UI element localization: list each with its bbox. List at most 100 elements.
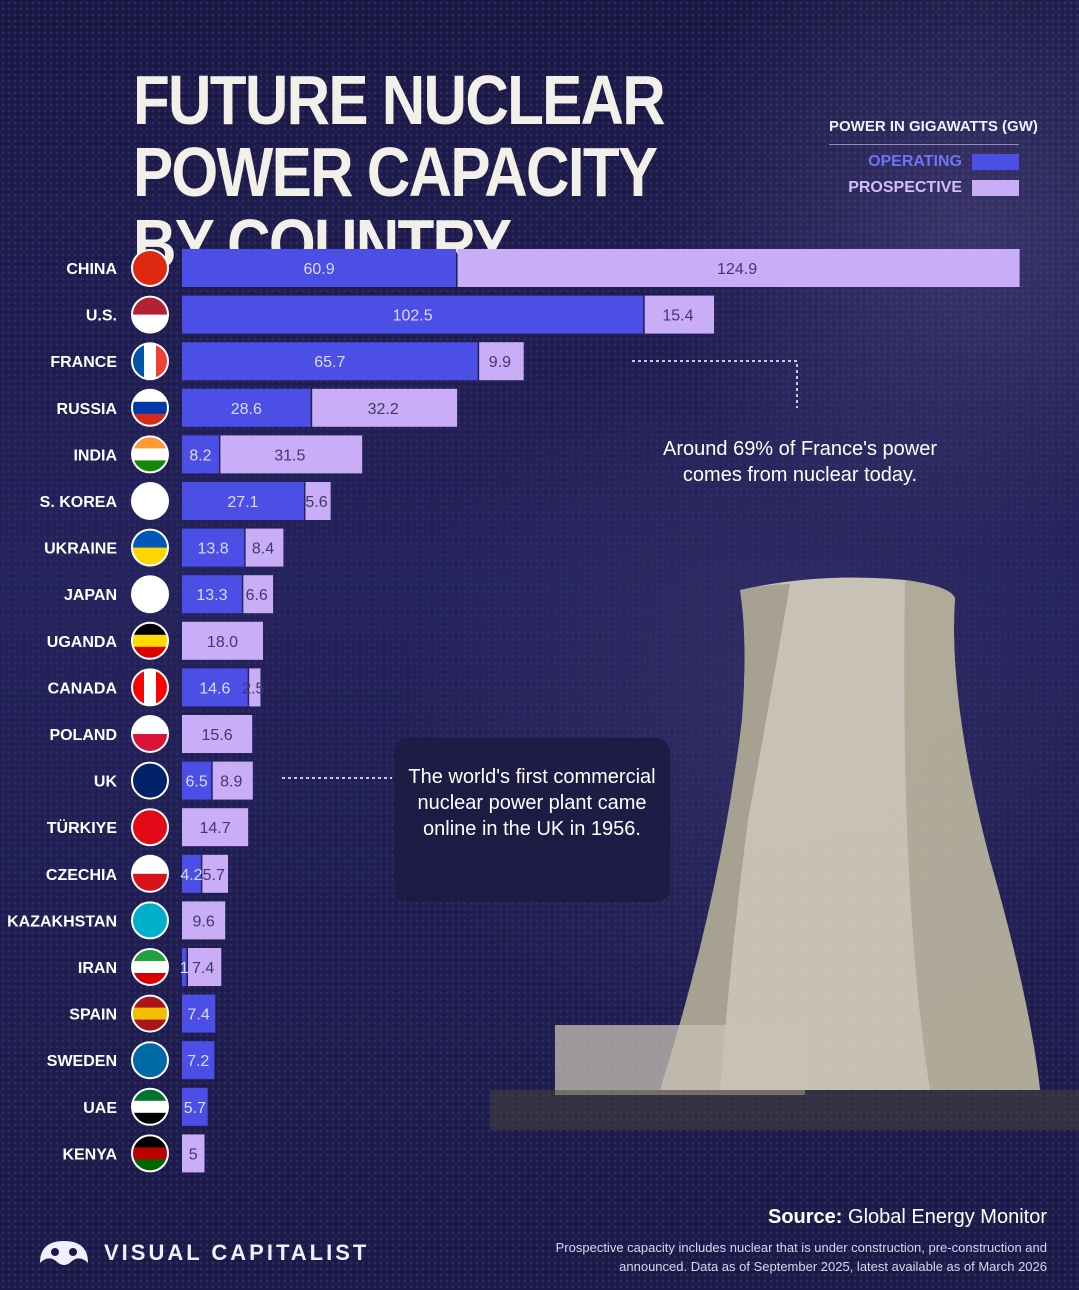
brand: VISUAL CAPITALIST xyxy=(36,1233,369,1273)
bar-prospective xyxy=(182,808,249,847)
visual-capitalist-logo-icon xyxy=(40,1241,88,1265)
bar-prospective xyxy=(479,342,524,381)
bar-prospective xyxy=(644,295,715,334)
data-label-prospective: 7.4 xyxy=(192,960,214,977)
us-flag-icon xyxy=(131,295,169,334)
sweden-flag-icon xyxy=(131,1041,169,1080)
bar-prospective xyxy=(212,761,253,800)
bar-operating xyxy=(182,528,245,567)
bar-operating xyxy=(182,575,242,614)
turkiye-flag-icon xyxy=(131,808,169,847)
data-label-operating: 5.7 xyxy=(184,1100,206,1117)
category-label: JAPAN xyxy=(64,587,117,604)
legend-swatch-operating xyxy=(972,154,1019,170)
data-label-prospective: 9.6 xyxy=(192,913,214,930)
bar-operating xyxy=(182,854,201,893)
data-label-operating: 4.2 xyxy=(180,867,202,884)
category-label: CZECHIA xyxy=(46,867,118,884)
bar-prospective xyxy=(182,621,263,660)
data-label-prospective: 124.9 xyxy=(717,261,757,278)
legend-title: POWER IN GIGAWATTS (GW) xyxy=(829,118,1038,145)
data-label-prospective: 5.6 xyxy=(305,494,327,511)
data-label-prospective: 18.0 xyxy=(207,634,238,651)
bar-operating xyxy=(182,482,304,520)
uk-annotation: The world's first commercial nuclear pow… xyxy=(394,738,670,902)
data-label-prospective: 15.4 xyxy=(662,308,693,325)
data-label-prospective: 8.9 xyxy=(220,774,242,791)
legend-item-prospective: PROSPECTIVE xyxy=(829,179,1019,197)
bar-operating xyxy=(182,1087,208,1126)
data-label-prospective: 6.6 xyxy=(246,587,268,604)
bar-operating xyxy=(182,948,187,986)
category-label: KENYA xyxy=(62,1146,117,1163)
category-label: SPAIN xyxy=(69,1007,117,1024)
source-name: Global Energy Monitor xyxy=(848,1206,1047,1228)
data-label-prospective: 32.2 xyxy=(368,401,399,418)
data-label-prospective: 9.9 xyxy=(489,354,511,371)
bar-operating xyxy=(182,295,644,334)
source-label: Source: xyxy=(767,1206,843,1228)
bar-prospective xyxy=(312,388,458,427)
france-flag-icon xyxy=(131,342,169,381)
data-label-prospective: 2.5 xyxy=(242,680,264,697)
category-label: CHINA xyxy=(66,261,117,278)
legend-label-operating: OPERATING xyxy=(868,153,962,170)
category-label: INDIA xyxy=(73,447,117,464)
data-label-operating: 27.1 xyxy=(227,494,258,511)
uk-flag-icon xyxy=(131,761,169,800)
category-label: U.S. xyxy=(86,308,117,325)
data-label-operating: 60.9 xyxy=(303,261,334,278)
bar-prospective xyxy=(305,482,331,520)
bar-prospective xyxy=(245,528,284,567)
data-label-operating: 7.4 xyxy=(188,1007,210,1024)
bar-operating xyxy=(182,668,248,707)
bar-prospective xyxy=(220,435,363,474)
spain-flag-icon xyxy=(131,994,169,1033)
iran-flag-icon xyxy=(131,948,169,986)
category-label: UGANDA xyxy=(47,634,118,651)
data-label-prospective: 14.7 xyxy=(200,820,231,837)
bar-prospective xyxy=(249,668,261,707)
bar-operating xyxy=(182,994,216,1033)
data-label-prospective: 8.4 xyxy=(252,541,274,558)
category-label: S. KOREA xyxy=(40,494,118,511)
canada-flag-icon xyxy=(131,668,169,707)
bar-operating xyxy=(182,249,457,287)
poland-flag-icon xyxy=(131,715,169,753)
ukraine-flag-icon xyxy=(131,528,169,567)
category-label: SWEDEN xyxy=(47,1053,117,1070)
cooling-tower-illustration xyxy=(490,577,1079,1130)
czechia-flag-icon xyxy=(131,854,169,893)
bar-prospective xyxy=(243,575,274,614)
data-label-operating: 14.6 xyxy=(199,680,230,697)
data-label-operating: 13.8 xyxy=(197,541,228,558)
footnote: Prospective capacity includes nuclear th… xyxy=(555,1240,1047,1274)
bar-operating xyxy=(182,1041,215,1080)
category-label: TÜRKIYE xyxy=(47,818,118,837)
legend-label-prospective: PROSPECTIVE xyxy=(848,179,962,196)
bar-prospective xyxy=(202,854,229,893)
bar-operating xyxy=(182,388,311,427)
bar-prospective xyxy=(182,1134,205,1173)
india-flag-icon xyxy=(131,435,169,474)
bar-prospective xyxy=(182,715,253,753)
uk-annotation-text: The world's first commercial nuclear pow… xyxy=(408,766,656,840)
bar-operating xyxy=(182,761,212,800)
bar-operating xyxy=(182,342,478,381)
bar-prospective xyxy=(182,901,226,940)
data-label-operating: 8.2 xyxy=(189,447,211,464)
brand-name: VISUAL CAPITALIST xyxy=(104,1240,370,1265)
bar-operating xyxy=(182,435,219,474)
china-flag-icon xyxy=(131,249,169,287)
data-label-prospective: 15.6 xyxy=(202,727,233,744)
kenya-flag-icon xyxy=(131,1134,169,1173)
data-label-operating: 6.5 xyxy=(186,774,208,791)
category-label: FRANCE xyxy=(50,354,117,371)
source-line: Source: Global Energy Monitor xyxy=(768,1206,1047,1229)
france-annotation: Around 69% of France's power comes from … xyxy=(663,438,937,486)
data-label-operating: 102.5 xyxy=(393,308,433,325)
data-label-prospective: 31.5 xyxy=(274,447,305,464)
category-label: UKRAINE xyxy=(44,541,117,558)
category-label: POLAND xyxy=(49,727,117,744)
data-label-operating: 1 xyxy=(180,960,189,977)
